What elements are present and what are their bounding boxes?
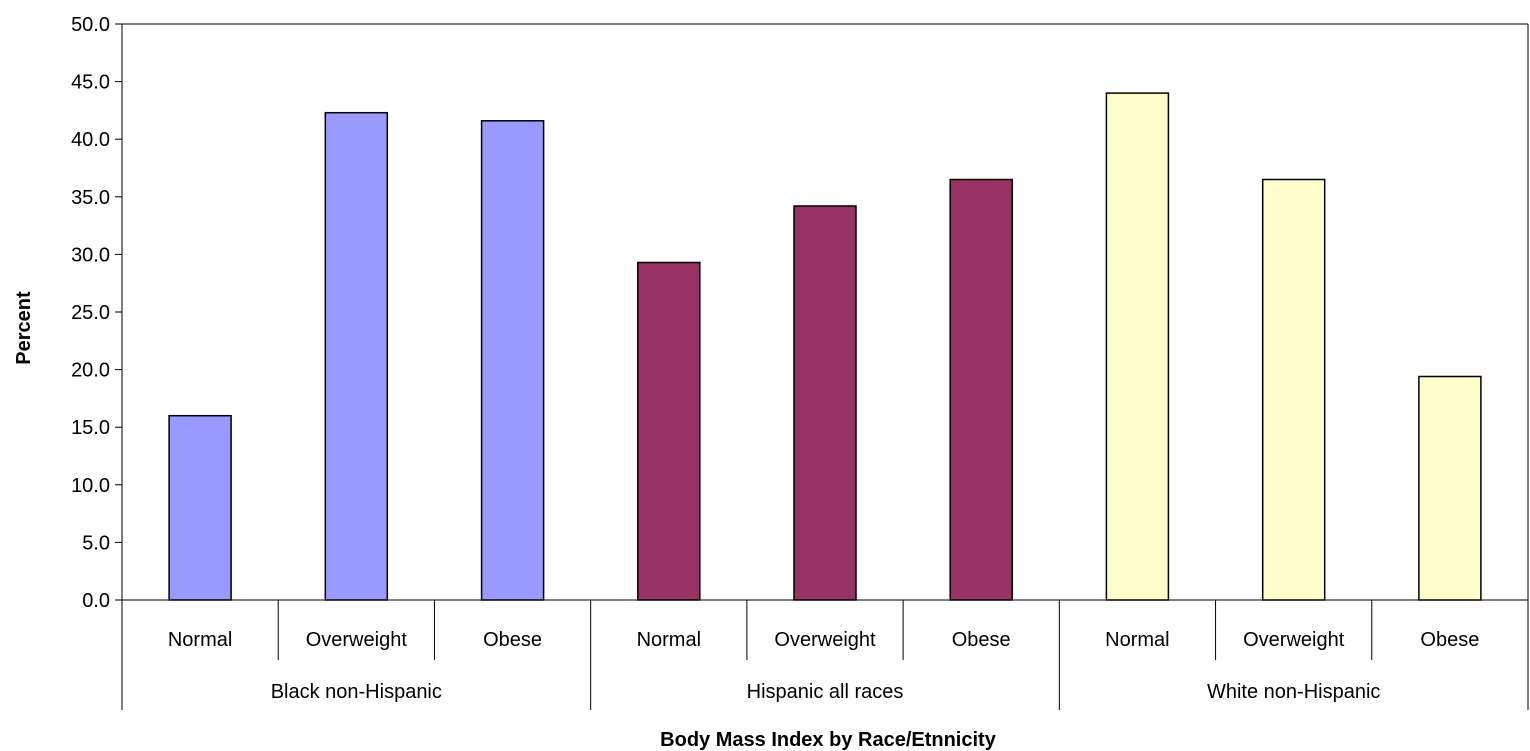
y-tick-label: 45.0 bbox=[71, 72, 110, 94]
group-label: Black non-Hispanic bbox=[271, 681, 442, 703]
category-label: Normal bbox=[1105, 629, 1169, 651]
y-tick-label: 30.0 bbox=[71, 244, 110, 266]
y-tick-label: 0.0 bbox=[82, 590, 110, 612]
y-tick-label: 40.0 bbox=[71, 129, 110, 151]
category-label: Overweight bbox=[306, 629, 408, 651]
category-label: Obese bbox=[1420, 629, 1479, 651]
x-axis-title: Body Mass Index by Race/Etnnicity bbox=[660, 729, 997, 751]
bar-hispanic-all-races-overweight bbox=[793, 205, 857, 601]
y-tick-label: 25.0 bbox=[71, 302, 110, 324]
bar-black-non-hispanic-obese bbox=[480, 120, 545, 601]
y-tick-label: 20.0 bbox=[71, 360, 110, 382]
y-axis-title: Percent bbox=[13, 291, 35, 365]
group-label: White non-Hispanic bbox=[1207, 681, 1380, 703]
bar-black-non-hispanic-normal bbox=[168, 414, 232, 601]
category-label: Overweight bbox=[1243, 629, 1345, 651]
bars-layer bbox=[168, 92, 1482, 601]
y-tick-label: 50.0 bbox=[71, 14, 110, 36]
y-tick-label: 10.0 bbox=[71, 475, 110, 497]
category-label: Obese bbox=[483, 629, 542, 651]
y-tick-label: 15.0 bbox=[71, 417, 110, 439]
bar-hispanic-all-races-normal bbox=[637, 261, 701, 601]
group-label: Hispanic all races bbox=[747, 681, 904, 703]
y-tick-label: 35.0 bbox=[71, 187, 110, 209]
category-label: Normal bbox=[637, 629, 701, 651]
category-label: Normal bbox=[168, 629, 232, 651]
y-tick-label: 5.0 bbox=[82, 532, 110, 554]
category-label: Obese bbox=[952, 629, 1011, 651]
bar-black-non-hispanic-overweight bbox=[324, 111, 389, 601]
bar-hispanic-all-races-obese bbox=[949, 178, 1013, 601]
category-label: Overweight bbox=[774, 629, 876, 651]
bar-white-non-hispanic-obese bbox=[1418, 375, 1482, 601]
bar-white-non-hispanic-normal bbox=[1105, 92, 1170, 601]
bar-white-non-hispanic-overweight bbox=[1261, 178, 1326, 601]
axes-layer: Normal Overweight Obese Black non-Hispanic N… bbox=[71, 14, 1529, 710]
